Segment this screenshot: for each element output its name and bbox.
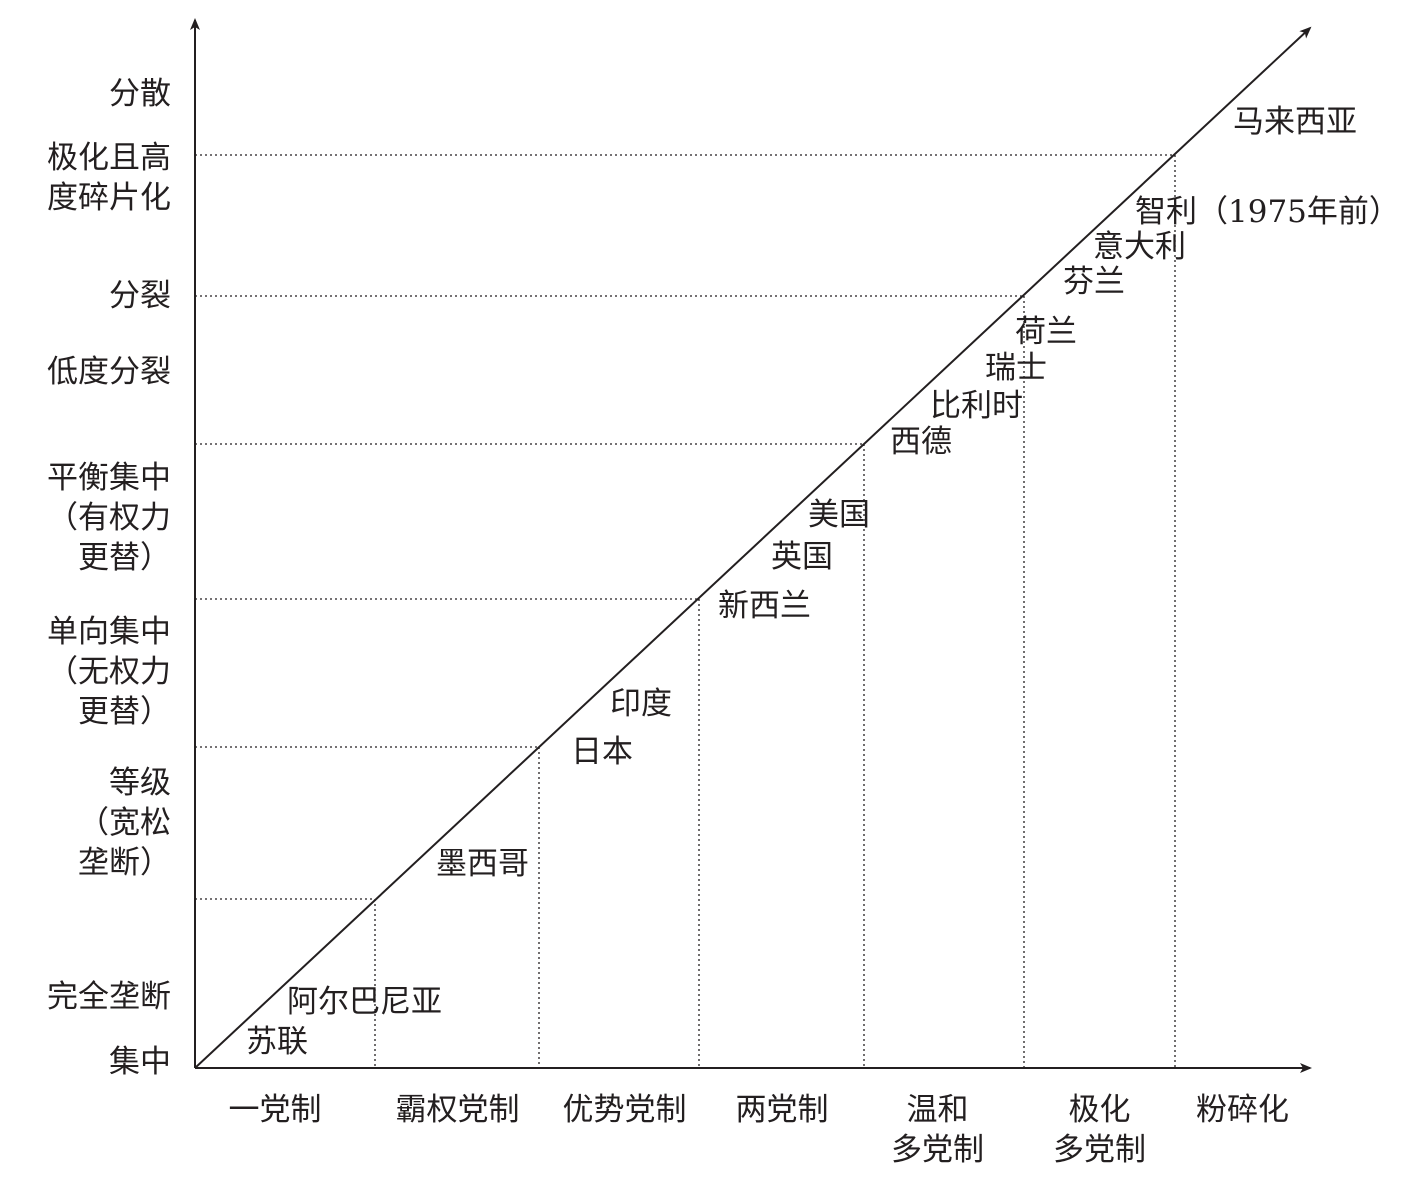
x-label-moderate-multiparty: 温和 多党制 [891,1092,984,1168]
y-label-full-monopoly: 完全垄断 [47,979,171,1015]
country-label: 英国 [771,539,833,575]
country-label: 苏联 [246,1024,308,1060]
x-label-atomized: 粉碎化 [1196,1092,1289,1128]
country-label: 瑞士 [985,350,1047,386]
country-label: 印度 [610,686,672,722]
country-label: 新西兰 [718,588,811,624]
x-label-two-party: 两党制 [735,1092,829,1128]
country-label: 比利时 [930,388,1023,424]
y-label-concentrated: 集中 [109,1044,171,1080]
x-label-one-party: 一党制 [228,1092,322,1128]
x-label-predominant: 优势党制 [562,1092,687,1128]
diagonal-line [194,26,1312,1069]
country-label: 阿尔巴尼亚 [287,984,442,1020]
y-label-split: 分裂 [109,278,171,314]
country-label: 意大利 [1093,229,1186,265]
country-label: 马来西亚 [1233,104,1357,140]
country-label: 美国 [808,497,870,533]
country-label: 智利（1975年前） [1135,194,1400,230]
y-label-hierarchy: 等级 （宽松 垄断） [78,765,171,881]
y-label-low-split: 低度分裂 [47,354,171,390]
x-label-hegemonic: 霸权党制 [395,1092,520,1128]
country-label: 芬兰 [1063,264,1125,300]
y-label-one-way-concentration: 单向集中 （无权力 更替） [47,614,171,730]
y-label-dispersed: 分散 [109,76,171,112]
y-label-balanced-concentration: 平衡集中 （有权力 更替） [47,460,171,576]
country-label: 西德 [890,424,952,460]
country-label: 荷兰 [1015,314,1077,350]
y-label-polarized-fragmented: 极化且高 度碎片化 [47,140,171,216]
country-label: 墨西哥 [436,846,529,882]
country-label: 日本 [571,734,633,770]
x-label-polarized-multiparty: 极化 多党制 [1053,1092,1146,1168]
